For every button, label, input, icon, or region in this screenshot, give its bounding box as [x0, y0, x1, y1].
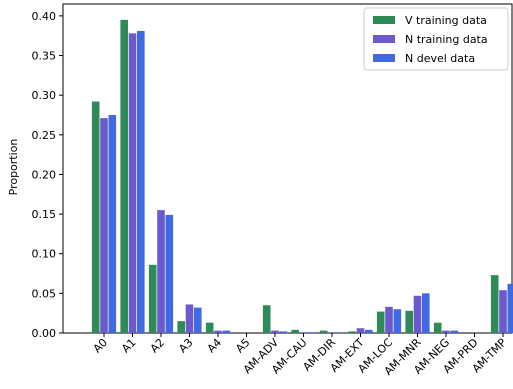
bar-a4-series-3: [222, 330, 231, 333]
x-tick-label: A3: [176, 336, 195, 355]
legend-swatch: [373, 35, 395, 43]
legend-swatch: [373, 54, 395, 62]
x-tick-label: A2: [148, 336, 167, 355]
bar-am-tmp-series-2: [499, 290, 507, 333]
bar-am-loc-series-2: [385, 306, 393, 333]
bar-a0-series-3: [108, 114, 117, 334]
x-tick-label: A5: [233, 336, 252, 355]
bar-am-mnr-series-1: [405, 310, 413, 333]
legend-entry: N training data: [405, 33, 488, 46]
bar-am-neg-series-3: [450, 330, 459, 333]
y-tick-label: 0.00: [32, 327, 57, 340]
bar-a0-series-2: [100, 118, 108, 334]
bar-am-ext-series-1: [348, 331, 356, 333]
bar-am-mnr-series-2: [413, 295, 422, 333]
y-axis-label: Proportion: [7, 139, 20, 196]
bar-a4-series-1: [205, 322, 214, 333]
legend-swatch: [373, 16, 395, 24]
bar-am-ext-series-2: [356, 328, 365, 333]
bar-am-cau-series-1: [291, 329, 299, 333]
bar-a4-series-2: [214, 330, 222, 333]
bar-a1-series-2: [128, 33, 137, 334]
bar-am-tmp-series-1: [490, 275, 499, 333]
bar-am-neg-series-1: [433, 322, 442, 333]
bar-am-ext-series-3: [365, 329, 373, 333]
bar-a0-series-1: [91, 101, 100, 334]
y-tick-label: 0.20: [32, 168, 57, 181]
y-tick-label: 0.10: [32, 248, 57, 261]
y-tick-label: 0.05: [32, 287, 57, 300]
x-axis: A0 A1 A2 A3 A4 A5AM-ADVAM-CAUAM-DIRAM-EXTAM-L…: [91, 333, 509, 378]
bar-a2-series-3: [165, 214, 174, 333]
bar-a3-series-1: [177, 321, 185, 333]
bar-am-loc-series-1: [376, 311, 385, 333]
legend: V training data N training data N devel da…: [363, 7, 509, 71]
bar-am-tmp-series-3: [507, 283, 513, 333]
y-axis: 0.00 0.05 0.10 0.15 0.20 0.25 0.30 0.35 0.40: [32, 10, 63, 340]
bar-am-adv-series-2: [271, 330, 279, 333]
x-tick-label: A1: [119, 336, 138, 355]
y-tick-label: 0.40: [32, 10, 57, 23]
y-tick-label: 0.30: [32, 89, 57, 102]
bar-a1-series-1: [120, 19, 128, 334]
y-tick-label: 0.15: [32, 208, 57, 221]
bar-am-dir-series-2: [328, 332, 336, 333]
y-tick-label: 0.25: [32, 129, 57, 142]
bar-a2-series-1: [148, 264, 157, 333]
bar-a3-series-2: [185, 304, 194, 333]
bars: [91, 19, 513, 334]
legend-frame: [363, 7, 509, 71]
bar-a3-series-3: [194, 307, 202, 333]
bar-am-neg-series-2: [442, 330, 450, 333]
bar-am-cau-series-3: [308, 332, 316, 333]
y-tick-label: 0.35: [32, 50, 57, 63]
plot-area: [62, 3, 513, 334]
bar-am-dir-series-3: [336, 332, 345, 333]
x-tick-label: A4: [205, 336, 224, 355]
bar-am-adv-series-1: [262, 305, 271, 333]
legend-entry: N devel data: [405, 52, 475, 65]
bar-am-adv-series-3: [279, 331, 288, 333]
x-tick-label: A0: [91, 336, 110, 355]
bar-am-dir-series-1: [319, 330, 328, 333]
legend-entry: V training data: [405, 14, 487, 27]
bar-am-mnr-series-3: [422, 293, 430, 333]
bar-am-loc-series-3: [393, 309, 402, 333]
plot-frame: [62, 3, 513, 334]
bar-a2-series-2: [157, 210, 165, 333]
bar-a1-series-3: [137, 30, 145, 333]
bar-am-cau-series-2: [299, 332, 308, 333]
